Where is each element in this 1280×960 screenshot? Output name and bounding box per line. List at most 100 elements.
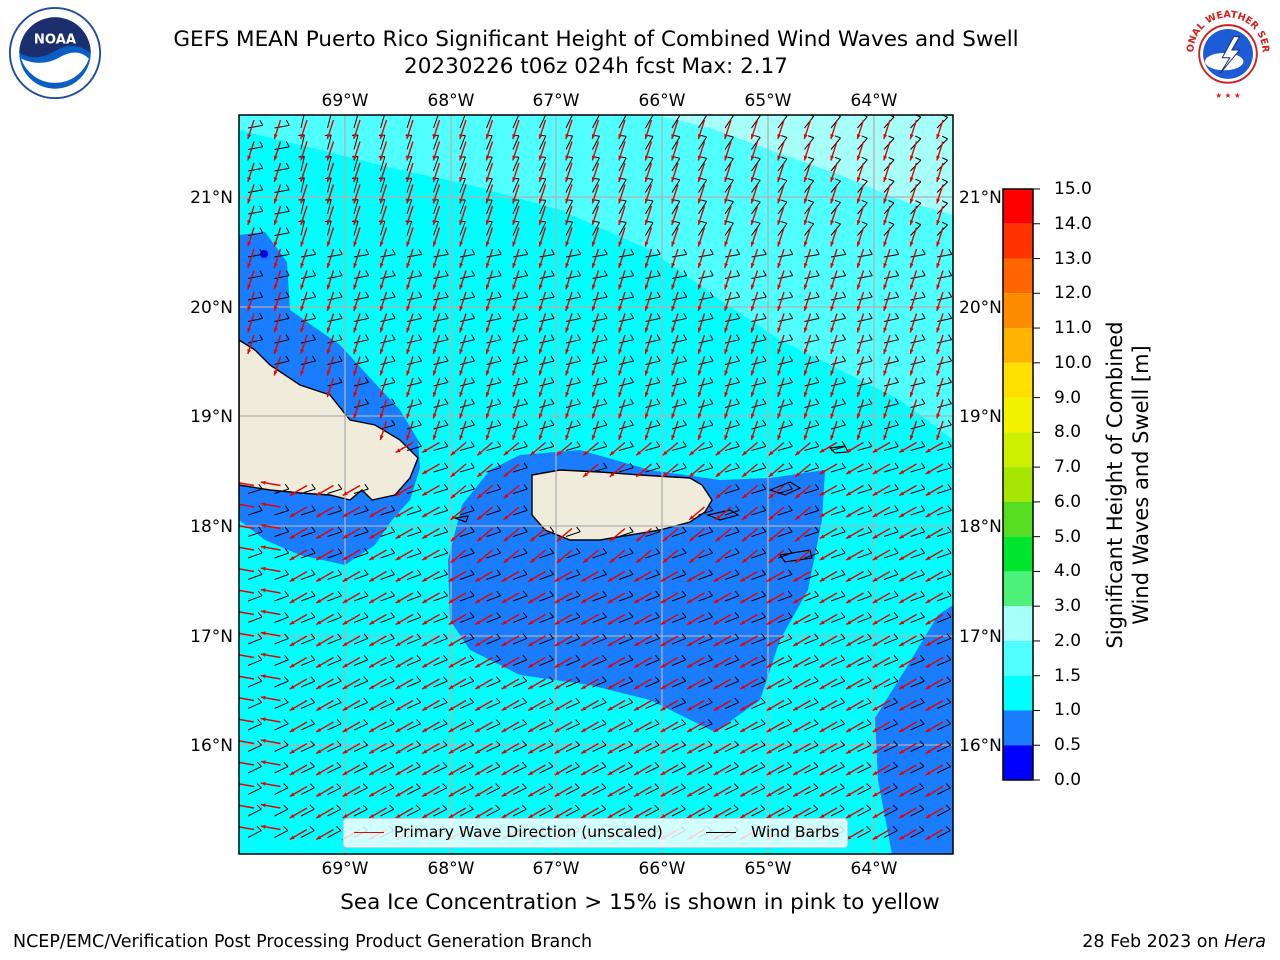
wave-arrowhead [634, 663, 640, 668]
wind-barb-flag [654, 697, 660, 703]
wind-barb [857, 680, 872, 688]
wave-arrowhead [856, 220, 861, 226]
wind-barb-flag [815, 312, 820, 319]
wave-arrow [239, 826, 255, 831]
wind-barb-flag [841, 419, 846, 426]
wind-barb-flag [417, 377, 422, 383]
wind-barb-flag [522, 740, 527, 746]
wave-arrowhead [581, 749, 587, 754]
wave-arrowhead [618, 198, 623, 204]
wind-barb-flag [941, 200, 948, 204]
wind-barb-flag [893, 633, 899, 639]
wind-barb-flag [628, 612, 634, 618]
wave-arrowhead [342, 577, 348, 582]
wind-barb-flag [868, 398, 873, 404]
wind-barb-flag [285, 248, 290, 255]
wave-arrowhead [581, 599, 587, 603]
wave-arrowhead [406, 263, 411, 269]
wave-arrowhead [742, 515, 747, 520]
wind-barb-flag [919, 697, 925, 703]
wind-barb [804, 531, 819, 537]
wind-barb [433, 680, 448, 688]
wave-arrowhead [260, 652, 266, 657]
wave-arrowhead [503, 558, 509, 563]
wind-barb-flag [761, 483, 767, 490]
wind-barb [247, 210, 263, 215]
wind-barb-flag [788, 462, 793, 468]
wind-barb [645, 275, 661, 279]
wave-arrowhead [713, 792, 719, 797]
wind-barb-flag [469, 654, 475, 661]
colorbar-tick-label: 7.0 [1054, 457, 1082, 478]
wind-barb [830, 339, 846, 344]
wave-arrowhead [607, 685, 613, 689]
wave-arrowhead [369, 749, 375, 754]
wind-barb [459, 701, 474, 709]
wave-arrowhead [501, 620, 507, 625]
wave-arrowhead [475, 749, 481, 754]
wind-barb-flag [337, 612, 342, 618]
wind-barb-flag [602, 654, 607, 661]
wave-arrowhead [830, 349, 835, 355]
wave-arrowhead [909, 155, 914, 161]
wave-arrowhead [713, 599, 719, 603]
wave-arrowhead [830, 177, 835, 183]
wave-arrowhead [671, 392, 676, 398]
wind-barb [565, 531, 581, 537]
wind-barb [300, 509, 316, 516]
wind-barb [274, 488, 289, 494]
wind-barb [565, 723, 580, 731]
wave-arrowhead [750, 370, 755, 376]
wave-arrowhead [724, 370, 729, 376]
wind-barb [539, 403, 555, 408]
wave-arrowhead [636, 472, 641, 477]
wind-barb [512, 178, 520, 193]
wind-barb [274, 275, 290, 279]
wind-barb-flag [921, 441, 926, 447]
wind-barb-flag [656, 398, 661, 404]
wind-barb [883, 637, 899, 645]
wave-arrowhead [819, 620, 825, 625]
wave-arrowhead [634, 814, 640, 818]
wind-barb [300, 680, 315, 688]
wind-barb-flag [548, 804, 554, 810]
wind-barb [777, 339, 793, 344]
wind-barb [512, 723, 527, 731]
wave-arrowhead [289, 771, 295, 775]
wind-barb [724, 637, 740, 645]
wave-arrowhead [501, 728, 507, 732]
wind-barb-flag [888, 157, 895, 161]
wind-barb-flag [496, 654, 501, 661]
lat-label-left: 20°N [190, 298, 233, 318]
wind-barb [830, 787, 845, 795]
wind-barb [327, 156, 332, 172]
wind-barb-flag [921, 377, 926, 383]
wind-barb-flag [947, 355, 953, 362]
wind-barb [459, 115, 466, 129]
wind-barb-flag [682, 398, 687, 404]
wind-barb [486, 253, 502, 258]
wave-arrowhead [671, 155, 676, 161]
wind-barb-flag [754, 135, 761, 138]
wind-barb [300, 275, 316, 279]
wind-barb [486, 360, 502, 365]
wave-arrowhead [477, 558, 482, 563]
wave-arrowhead [554, 642, 560, 646]
wind-barb-flag [834, 199, 841, 203]
wind-barb [698, 424, 714, 430]
wind-barb [406, 381, 422, 387]
wind-barb [433, 156, 440, 172]
wind-barb [300, 296, 316, 301]
wave-arrowhead [777, 155, 782, 161]
wave-arrowhead [724, 134, 729, 140]
wave-arrowhead [644, 134, 649, 140]
lon-label-top: 67°W [533, 91, 580, 111]
wave-arrowhead [609, 472, 615, 477]
wind-barb [724, 680, 739, 688]
wind-barb [565, 275, 581, 279]
wave-arrowhead [512, 306, 517, 312]
wind-barb-flag [840, 697, 846, 703]
wind-barb [804, 766, 819, 774]
wind-barb [353, 637, 369, 645]
wave-arrowhead [872, 556, 878, 560]
